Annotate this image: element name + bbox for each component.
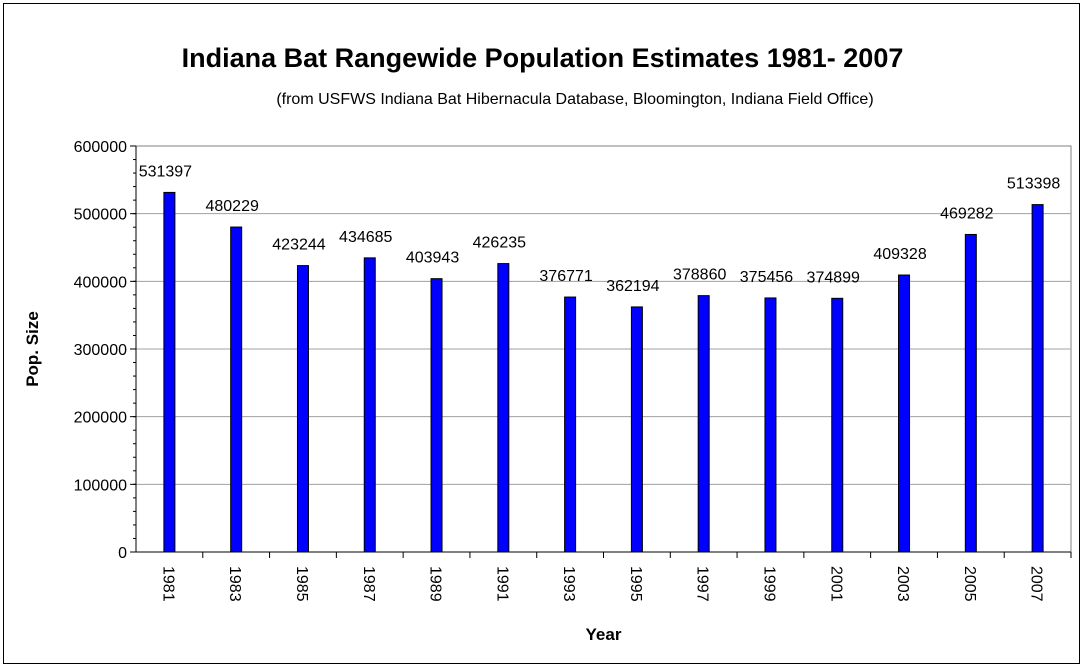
bar-1997 — [697, 295, 710, 553]
data-label: 376771 — [539, 268, 592, 285]
bar-1995 — [630, 306, 643, 553]
x-tick-label: 2005 — [961, 566, 978, 602]
x-axis-title: Year — [586, 625, 622, 644]
data-label: 378860 — [673, 267, 726, 284]
y-tick-label: 600000 — [74, 139, 127, 156]
x-tick-label: 1983 — [226, 566, 243, 602]
x-tick-label: 1981 — [159, 566, 176, 602]
x-tick-label: 1993 — [560, 566, 577, 602]
data-label: 375456 — [740, 269, 793, 286]
x-tick-label: 1989 — [427, 566, 444, 602]
bar-1999 — [764, 297, 777, 553]
data-label: 480229 — [205, 198, 258, 215]
bar-1991 — [497, 263, 510, 553]
bar-1983 — [230, 226, 243, 553]
x-tick-label: 2003 — [894, 566, 911, 602]
data-label: 409328 — [873, 246, 926, 263]
x-tick-label: 1999 — [760, 566, 777, 602]
data-label: 374899 — [807, 269, 860, 286]
x-tick-label: 1985 — [293, 566, 310, 602]
y-tick-label: 0 — [118, 545, 127, 562]
bar-1989 — [430, 278, 443, 553]
bar-2003 — [898, 274, 911, 553]
bar-1993 — [564, 296, 577, 553]
data-label: 423244 — [272, 237, 325, 254]
data-label: 531397 — [139, 163, 192, 180]
y-tick-label: 100000 — [74, 477, 127, 494]
bar-2005 — [964, 233, 977, 553]
bar-1987 — [363, 257, 376, 553]
bar-1981 — [163, 191, 176, 553]
chart-title: Indiana Bat Rangewide Population Estimat… — [181, 43, 904, 73]
x-tick-label: 1991 — [493, 566, 510, 602]
x-tick-label: 1987 — [360, 566, 377, 602]
bar-1985 — [296, 265, 309, 553]
data-label: 403943 — [406, 250, 459, 267]
y-tick-label: 300000 — [74, 342, 127, 359]
bar-2007 — [1031, 204, 1044, 553]
bar-2001 — [831, 297, 844, 553]
y-tick-label: 200000 — [74, 410, 127, 427]
data-label: 469282 — [940, 205, 993, 222]
data-label: 426235 — [473, 235, 526, 252]
y-tick-label: 400000 — [74, 274, 127, 291]
data-label: 362194 — [606, 278, 659, 295]
x-tick-label: 2001 — [827, 566, 844, 602]
x-tick-label: 1995 — [627, 566, 644, 602]
y-axis-title: Pop. Size — [23, 311, 42, 387]
x-tick-label: 1997 — [694, 566, 711, 602]
chart-subtitle: (from USFWS Indiana Bat Hibernacula Data… — [276, 91, 874, 108]
y-tick-label: 500000 — [74, 207, 127, 224]
data-label: 513398 — [1007, 176, 1060, 193]
x-tick-label: 2007 — [1028, 566, 1045, 602]
data-label: 434685 — [339, 229, 392, 246]
